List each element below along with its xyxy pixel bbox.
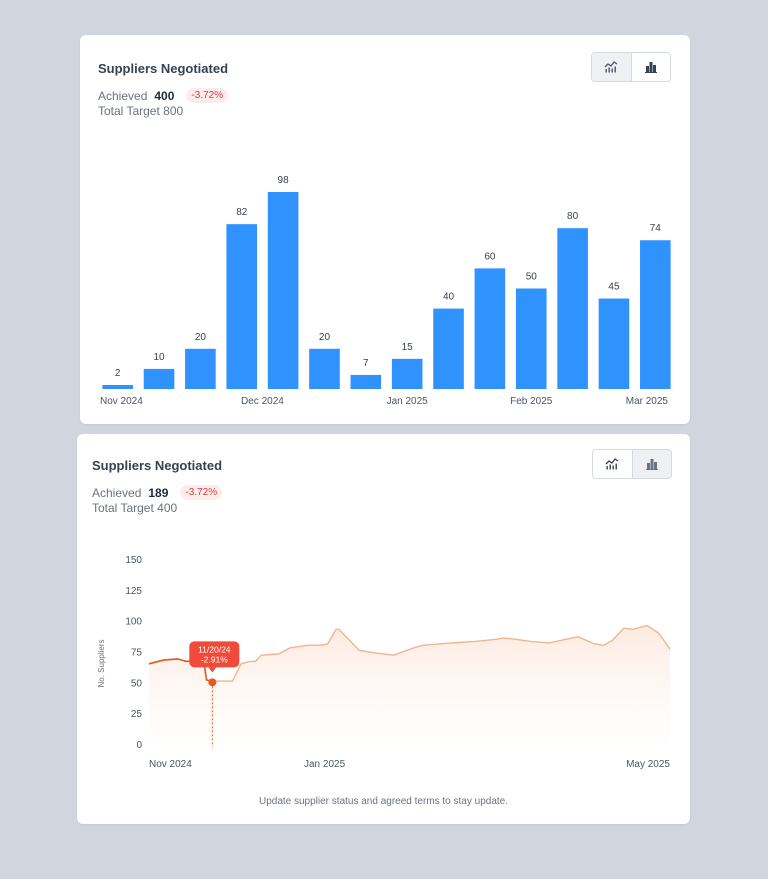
bar[interactable] <box>350 374 382 389</box>
tooltip-value: -2.91% <box>201 654 228 664</box>
x-tick-label: Feb 2025 <box>510 396 553 407</box>
bar[interactable] <box>598 298 630 389</box>
bar[interactable] <box>391 358 423 389</box>
y-tick-label: 150 <box>125 555 142 566</box>
line-chart-icon <box>605 458 619 470</box>
bar-view-button[interactable] <box>630 53 671 81</box>
line-chart: 0 25 50 75 100 125 150 No. Suppliers Nov 2024 Jan… <box>97 555 671 770</box>
tooltip-date: 11/20/24 <box>198 644 231 654</box>
y-tick-label: 125 <box>125 586 142 597</box>
total-target: Total Target 800 <box>98 104 184 118</box>
bar-chart: 2 10 20 82 98 20 7 15 40 60 50 80 45 74 Nov 2024 Dec 20… <box>100 175 671 407</box>
bar[interactable] <box>433 308 464 389</box>
area-fill <box>149 625 670 744</box>
footnote: Update supplier status and agreed terms … <box>258 796 509 807</box>
bar[interactable] <box>143 368 175 389</box>
x-tick-label: Nov 2024 <box>100 396 143 407</box>
line-chart-card: Suppliers Negotiated Achieved 189 -3.72%… <box>77 434 690 824</box>
y-tick-label: 25 <box>131 709 143 720</box>
bar[interactable] <box>102 384 133 389</box>
bar-chart-icon <box>644 62 657 73</box>
bar-value-label: 20 <box>195 332 207 343</box>
achieved-value: 189 <box>148 485 169 500</box>
bar-chart-icon <box>645 459 658 470</box>
bar-value-label: 74 <box>650 223 662 234</box>
tooltip <box>189 641 240 668</box>
bar[interactable] <box>474 268 506 389</box>
bar-value-label: 45 <box>608 282 620 293</box>
bar[interactable] <box>185 348 216 389</box>
x-tick-label: Nov 2024 <box>149 759 192 770</box>
chart-type-toggle <box>592 449 672 479</box>
achieved-row: Achieved 400 -3.72% <box>98 88 229 103</box>
change-badge: -3.72% <box>180 485 223 500</box>
bar-chart-card: Suppliers Negotiated Achieved 400 -3.72%… <box>80 35 690 424</box>
bar-value-label: 2 <box>115 368 121 379</box>
bar-value-label: 7 <box>363 358 369 369</box>
line-chart-icon <box>604 61 618 73</box>
bar-value-label: 80 <box>567 211 579 222</box>
x-tick-label: Jan 2025 <box>387 396 429 407</box>
achieved-row: Achieved 189 -3.72% <box>92 485 223 500</box>
line-view-button[interactable] <box>593 450 632 478</box>
tooltip-arrow <box>208 667 217 673</box>
achieved-label: Achieved <box>92 485 142 500</box>
bar-value-label: 15 <box>402 342 414 353</box>
y-tick-label: 0 <box>136 740 142 751</box>
y-axis-label: No. Suppliers <box>97 639 106 687</box>
x-tick-label: Jan 2025 <box>304 759 346 770</box>
bar[interactable] <box>515 288 547 389</box>
bar-value-label: 82 <box>236 207 248 218</box>
bar[interactable] <box>309 348 340 389</box>
card-title: Suppliers Negotiated <box>98 61 229 76</box>
y-tick-label: 100 <box>125 617 142 628</box>
bar-value-label: 10 <box>153 352 165 363</box>
x-tick-label: May 2025 <box>626 759 670 770</box>
line-view-button[interactable] <box>592 53 631 81</box>
x-tick-label: Mar 2025 <box>626 396 669 407</box>
card-title: Suppliers Negotiated <box>92 458 223 473</box>
y-tick-label: 50 <box>131 678 143 689</box>
bar[interactable] <box>640 240 671 389</box>
change-badge: -3.72% <box>186 88 229 103</box>
chart-type-toggle <box>591 52 671 82</box>
achieved-value: 400 <box>154 88 175 103</box>
bar-value-label: 40 <box>443 292 455 303</box>
bar[interactable] <box>557 228 588 389</box>
bar-value-label: 20 <box>319 332 331 343</box>
bar[interactable] <box>226 224 258 389</box>
total-target: Total Target 400 <box>92 501 178 515</box>
achieved-label: Achieved <box>98 88 148 103</box>
bar-view-button[interactable] <box>631 450 671 478</box>
y-tick-label: 75 <box>131 648 143 659</box>
x-tick-label: Dec 2024 <box>241 396 284 407</box>
bar-value-label: 60 <box>484 251 496 262</box>
bar[interactable] <box>267 192 299 389</box>
bar-value-label: 98 <box>278 175 290 186</box>
hover-point[interactable] <box>208 678 217 687</box>
bar-value-label: 50 <box>526 271 538 282</box>
